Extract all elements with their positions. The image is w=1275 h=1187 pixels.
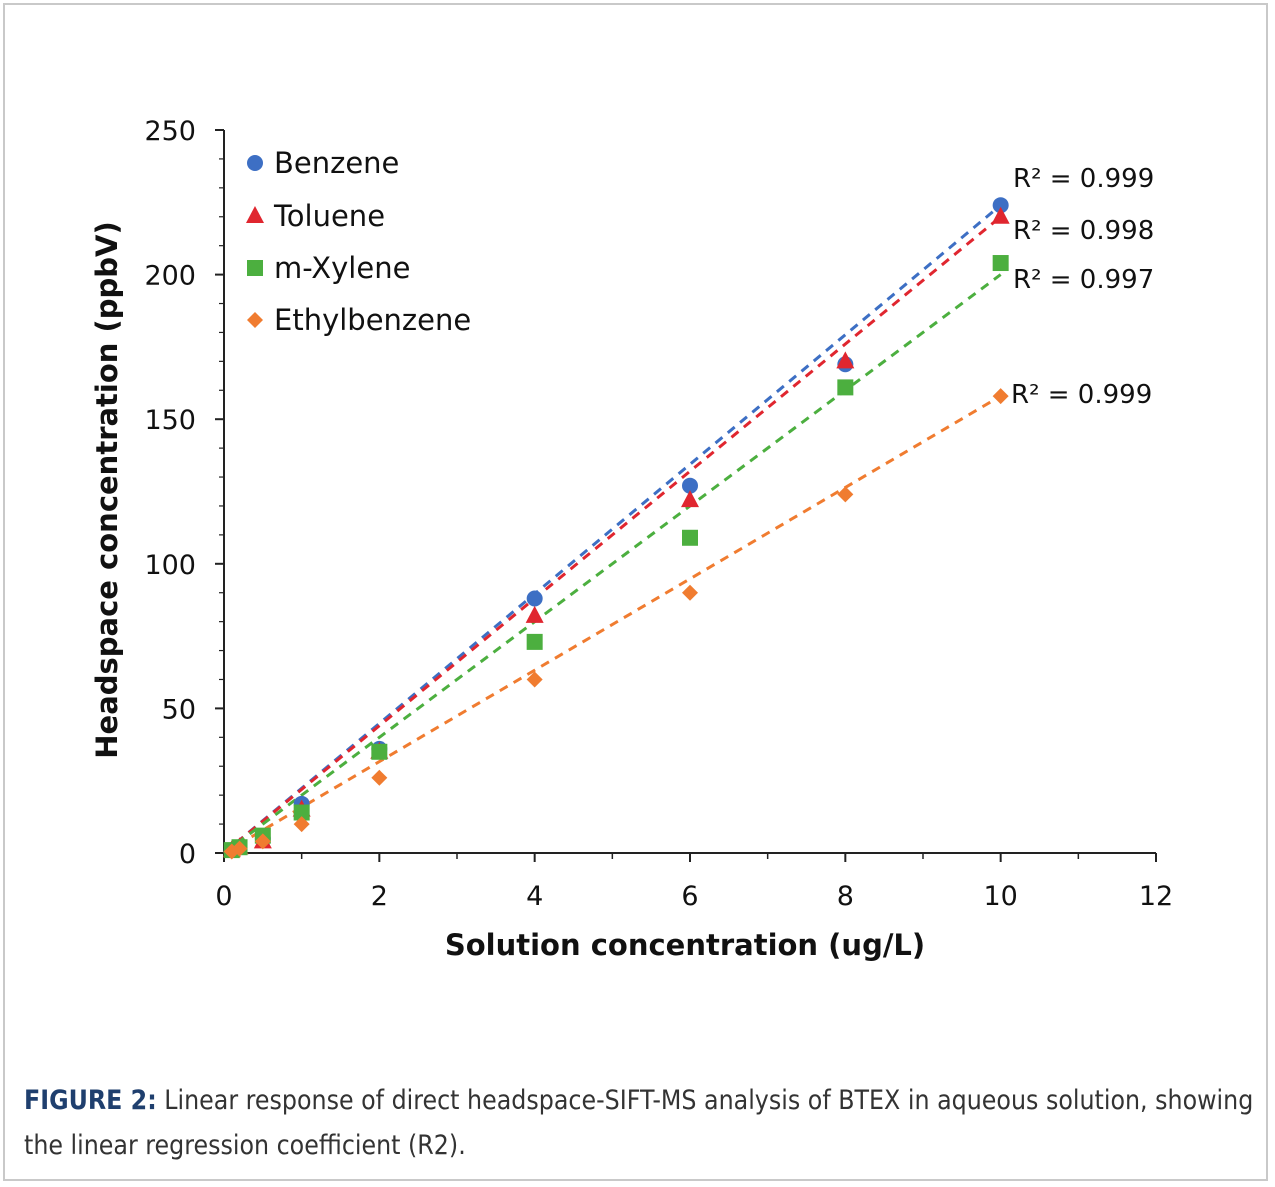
x-tick-label: 6 xyxy=(681,881,698,912)
toluene-legend-label: Toluene xyxy=(273,199,385,233)
ethylbenzene-point xyxy=(371,769,388,786)
figure-frame xyxy=(3,3,1268,1181)
m-xylene-point xyxy=(371,743,388,760)
y-tick-label: 50 xyxy=(162,694,196,725)
ethylbenzene-point xyxy=(231,840,248,857)
caption-text: Linear response of direct headspace-SIFT… xyxy=(24,1085,1254,1161)
toluene-r2-label: R² = 0.998 xyxy=(1013,216,1154,246)
y-tick-label: 100 xyxy=(144,550,196,581)
ethylbenzene-point xyxy=(992,388,1009,405)
toluene-point xyxy=(836,351,855,369)
benzene-point xyxy=(682,477,698,494)
ethylbenzene-point xyxy=(254,833,271,850)
ethylbenzene-fit-line xyxy=(223,394,1002,855)
x-tick-label: 8 xyxy=(837,881,854,912)
m-xylene-fit-line xyxy=(223,273,1002,855)
benzene-point xyxy=(526,590,543,607)
m-xylene-point xyxy=(992,255,1009,272)
x-tick-label: 10 xyxy=(983,881,1017,912)
ethylbenzene-point xyxy=(526,671,543,688)
m-xylene-legend-marker xyxy=(247,260,263,276)
m-xylene-point xyxy=(526,633,543,650)
y-axis-title: Headspace concentration (ppbV) xyxy=(90,221,124,759)
legend: Benzene Toluene m-Xylene Ethylbenzene xyxy=(246,146,471,337)
x-axis-title: Solution concentration (ug/L) xyxy=(445,928,925,962)
ethylbenzene-point xyxy=(837,486,854,503)
m-xylene-legend-label: m-Xylene xyxy=(274,251,410,285)
y-tick-label: 150 xyxy=(144,405,196,436)
x-tick-label: 2 xyxy=(371,881,388,912)
toluene-point xyxy=(681,490,699,508)
benzene-legend-label: Benzene xyxy=(274,146,399,180)
data-points xyxy=(222,197,1010,860)
toluene-legend-marker xyxy=(246,206,264,223)
ethylbenzene-legend-label: Ethylbenzene xyxy=(274,303,471,337)
x-tick-label: 12 xyxy=(1139,881,1173,912)
m-xylene-r2-label: R² = 0.997 xyxy=(1013,265,1154,295)
m-xylene-point xyxy=(682,529,698,546)
caption-label: FIGURE 2: xyxy=(24,1085,157,1116)
m-xylene-point xyxy=(293,804,310,821)
r2-labels: R² = 0.999 R² = 0.998 R² = 0.997 R² = 0.999 xyxy=(1011,164,1154,410)
benzene-r2-label: R² = 0.999 xyxy=(1013,164,1154,194)
y-tick-label: 200 xyxy=(144,261,196,292)
fit-lines xyxy=(223,204,1002,855)
m-xylene-point xyxy=(837,379,854,396)
figure-caption: FIGURE 2: Linear response of direct head… xyxy=(24,1078,1256,1168)
toluene-point xyxy=(991,206,1010,224)
x-tick-label: 0 xyxy=(215,881,232,912)
y-tick-label: 250 xyxy=(144,116,196,147)
toluene-point xyxy=(525,605,544,623)
axes: 0 2 4 6 8 10 12 0 50 100 150 200 250 xyxy=(144,116,1173,912)
benzene-point xyxy=(992,197,1009,214)
ethylbenzene-point xyxy=(293,816,310,833)
ethylbenzene-legend-marker xyxy=(247,312,263,328)
x-tick-label: 4 xyxy=(526,881,543,912)
toluene-fit-line xyxy=(223,215,1002,855)
benzene-legend-marker xyxy=(247,155,263,171)
ethylbenzene-point xyxy=(682,584,698,601)
ethylbenzene-r2-label: R² = 0.999 xyxy=(1011,380,1152,410)
y-tick-label: 0 xyxy=(179,839,196,870)
